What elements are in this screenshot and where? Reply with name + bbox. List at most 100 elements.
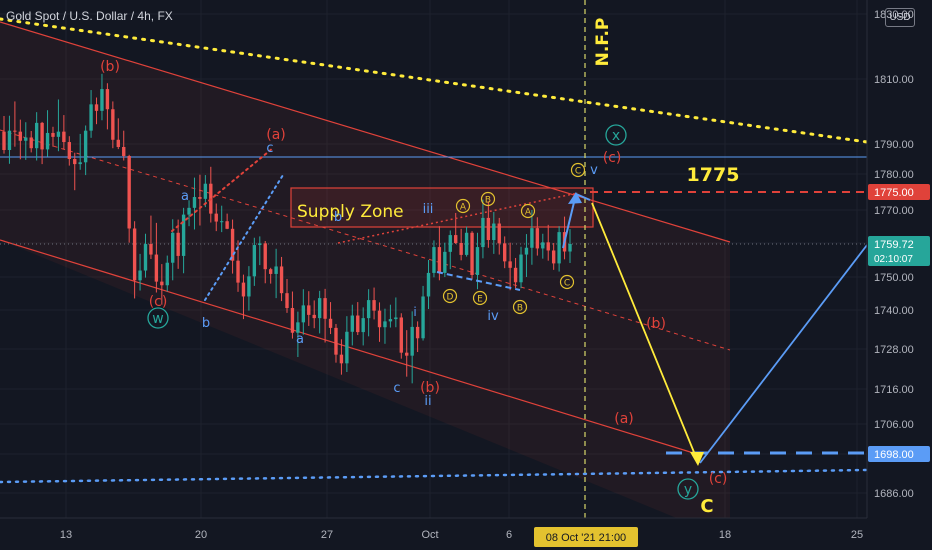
price-label-box	[868, 184, 930, 200]
x-tick-label: Oct	[421, 529, 438, 541]
candle	[339, 354, 344, 364]
x-tick-label: 20	[195, 529, 207, 541]
candle	[372, 300, 376, 311]
x-tick-label: 25	[851, 529, 863, 541]
channel-fill	[0, 22, 730, 540]
candle	[328, 318, 333, 328]
wave-label: a	[296, 332, 304, 347]
candle	[268, 269, 273, 274]
y-tick-label: 1810.00	[874, 74, 914, 86]
price-label-text: 1698.00	[874, 449, 914, 461]
candle	[236, 260, 240, 283]
candle	[524, 247, 529, 255]
minor-wave-label: E	[477, 295, 483, 305]
wave-label: (b)	[646, 316, 666, 332]
candle	[464, 232, 469, 255]
wave-label: v	[590, 163, 598, 178]
candle	[296, 322, 300, 333]
candle	[486, 217, 491, 241]
candle	[377, 310, 382, 328]
candle	[356, 315, 360, 333]
yellow-dotted-trendline	[0, 17, 869, 144]
y-tick-label: 1716.00	[874, 384, 914, 396]
countdown-label: 02:10:07	[874, 254, 913, 265]
candle	[181, 214, 186, 256]
candle	[171, 232, 175, 263]
wave-dotted-red-2	[337, 192, 579, 244]
candle	[410, 326, 414, 356]
minor-wave-label: A	[525, 208, 532, 218]
supply-zone-box	[290, 187, 594, 228]
x-tick-label: 13	[60, 529, 72, 541]
candle	[263, 243, 267, 270]
candle	[198, 197, 202, 199]
candle	[312, 314, 316, 319]
x-tick-label: 27	[321, 529, 333, 541]
channel-mid-line	[0, 129, 731, 351]
candle	[405, 352, 409, 356]
y-tick-label: 1740.00	[874, 305, 914, 317]
candle	[214, 213, 218, 222]
candle	[24, 137, 28, 141]
minor-wave-ring	[480, 191, 496, 207]
candle	[481, 217, 485, 248]
candle	[274, 266, 278, 274]
wave-label: ii	[424, 394, 431, 409]
price-label-text: 1775.00	[874, 187, 914, 199]
time-label-text: 08 Oct '21 21:00	[546, 532, 626, 544]
interval[interactable]: 4h	[137, 9, 151, 23]
candle	[18, 131, 23, 141]
blue-dotted-support	[0, 468, 869, 484]
candle	[459, 243, 463, 255]
wave-label: y	[684, 482, 692, 498]
wave-dotted-blue-1	[204, 174, 284, 301]
candle	[220, 221, 224, 223]
candle	[350, 315, 354, 332]
candle	[192, 197, 197, 208]
minor-wave-label: A	[460, 203, 467, 213]
candle	[78, 162, 82, 165]
symbol-name[interactable]: Gold Spot / U.S. Dollar	[6, 9, 128, 23]
minor-wave-label: D	[447, 293, 454, 303]
price-label-text: 1759.72	[874, 239, 914, 251]
minor-wave-ring	[442, 288, 458, 304]
candle	[551, 250, 556, 264]
candle	[154, 254, 159, 282]
currency-button[interactable]: USD	[885, 8, 915, 27]
candle	[334, 327, 338, 355]
candle	[149, 244, 153, 255]
candle	[29, 137, 33, 149]
level-1775-annotation: 1775	[687, 164, 740, 186]
candle	[203, 183, 208, 199]
candle	[165, 262, 169, 286]
candle	[247, 276, 251, 297]
candle	[122, 147, 126, 156]
candle	[415, 326, 420, 339]
wave-label: (a)	[614, 411, 634, 427]
candle	[45, 132, 50, 150]
candle	[508, 261, 512, 268]
candle	[241, 282, 246, 297]
minor-wave-ring	[512, 299, 528, 315]
wave-label: w	[152, 311, 163, 327]
candle	[475, 247, 480, 275]
candle	[252, 245, 257, 277]
candle	[448, 235, 452, 252]
wave-label: iv	[487, 309, 499, 324]
minor-wave-ring	[455, 198, 471, 214]
candle	[285, 293, 289, 309]
candle	[317, 298, 322, 319]
y-tick-label: 1780.00	[874, 169, 914, 181]
candle	[143, 244, 148, 271]
candle	[307, 305, 311, 315]
price-label-box	[868, 235, 930, 266]
nfp-label: N.F.P	[593, 18, 613, 67]
candle	[160, 281, 164, 286]
wave-label-ring	[147, 307, 169, 329]
x-tick-label: 6	[506, 529, 512, 541]
candle	[105, 89, 110, 110]
candle	[519, 254, 523, 283]
candle	[132, 228, 137, 281]
zones-layer: Supply Zone N.F.P	[0, 0, 869, 518]
